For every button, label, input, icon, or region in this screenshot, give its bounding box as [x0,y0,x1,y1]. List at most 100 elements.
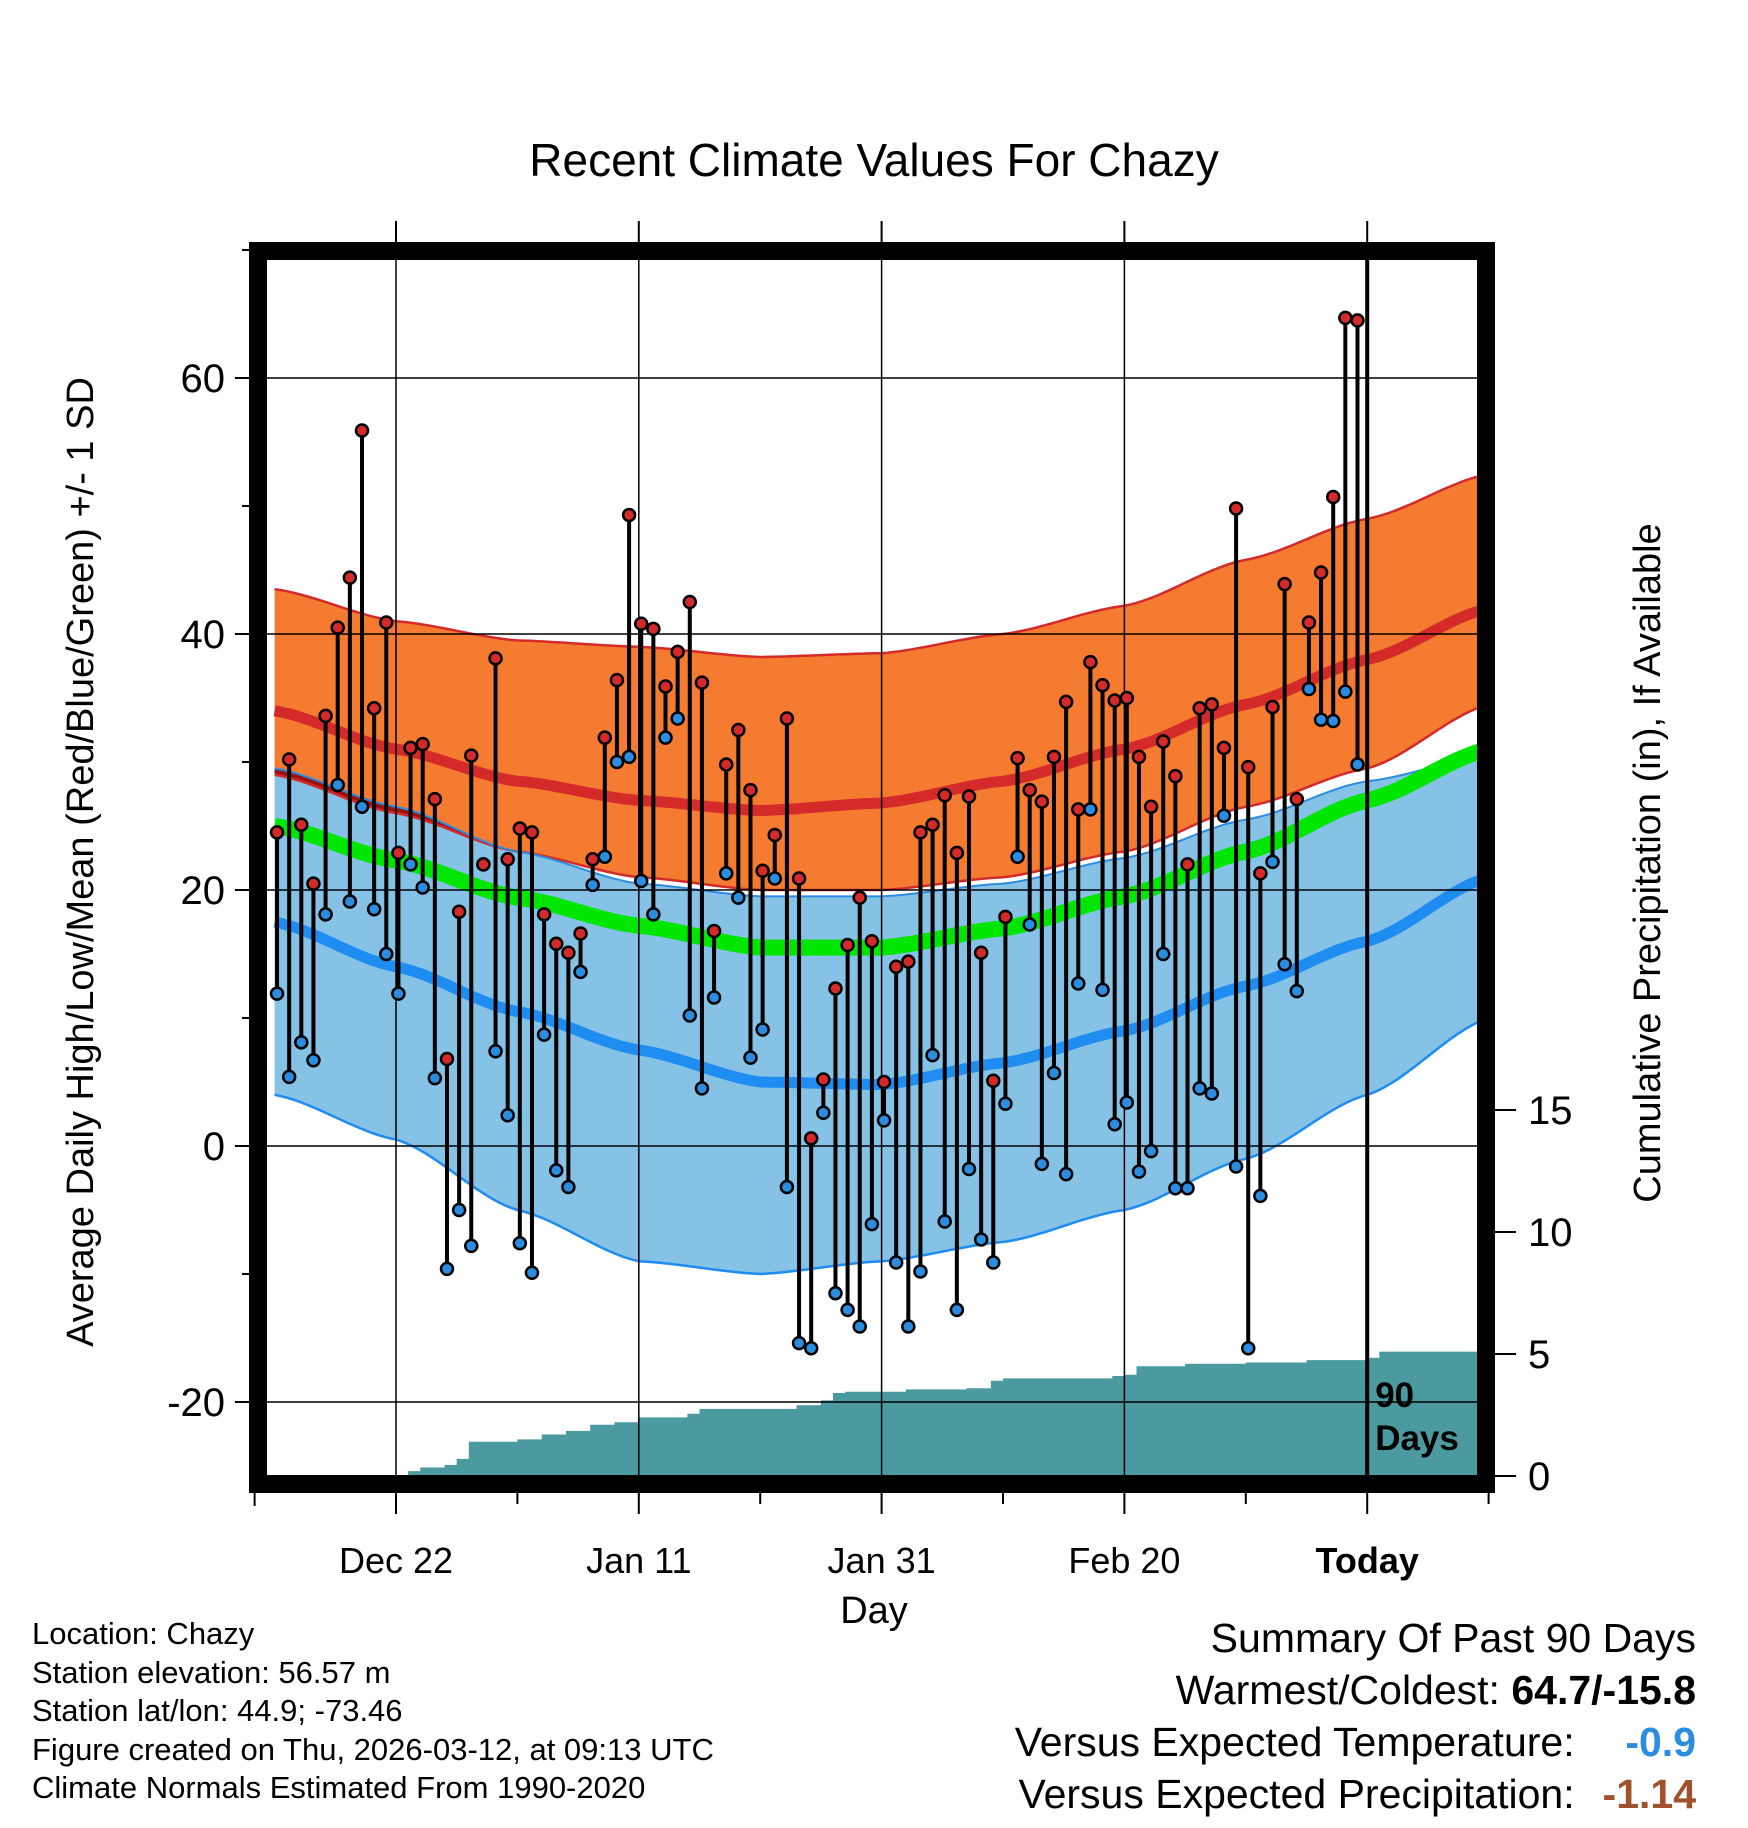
daily-high-dot [1265,699,1280,715]
daily-high-dot [524,825,540,840]
y-axis-label: Average Daily High/Low/Mean (Red/Blue/Gr… [60,377,102,1347]
daily-low-dot [585,877,600,893]
daily-low-dot [937,1214,952,1229]
daily-high-dot [512,821,528,836]
low-sd-band [274,755,1486,1274]
daily-high-dot [1338,310,1353,326]
daily-low-dot [1277,956,1292,972]
daily-low-dot [524,1265,540,1280]
daily-low-dot [682,1008,698,1023]
x-axis-label: Day [840,1590,908,1632]
daily-high-dot [439,1051,455,1067]
daily-high-dot [973,945,989,960]
daily-high-dot [949,845,965,861]
y-tick-label: -20 [167,1381,225,1425]
y2-axis-label: Cumulative Precipitation (in), If Availa… [1627,523,1669,1202]
daily-high-dot [585,852,600,867]
daily-low-dot [1313,712,1329,728]
daily-low-dot [706,990,722,1005]
daily-high-dot [500,852,515,867]
daily-low-dot [391,986,406,1001]
daily-low-dot [1350,757,1365,772]
daily-high-dot [925,817,940,832]
daily-high-dot [561,945,576,960]
daily-low-dot [1338,684,1353,699]
daily-low-dot [536,1027,552,1042]
daily-high-dot [1155,734,1171,749]
daily-high-dot [1253,866,1268,881]
daily-high-dot [718,757,734,772]
daily-high-dot [1289,791,1305,807]
daily-low-dot [876,1113,892,1128]
daily-high-dot [1071,802,1086,817]
daily-low-dot [573,964,588,980]
daily-low-dot [694,1081,710,1096]
daily-bars [275,317,1360,1349]
daily-low-dot [512,1236,528,1251]
daily-low-dot [548,1163,564,1178]
daily-high-dot [1301,615,1317,630]
daily-high-dot [767,827,783,843]
daily-high-dot [670,644,685,660]
daily-high-dot [464,748,479,763]
daily-high-dot [281,752,297,767]
x-tick-label: Dec 22 [339,1540,453,1581]
daily-high-dot [888,959,904,975]
daily-high-dot [1168,768,1183,784]
warm-cold-value: 64.7/-15.8 [1511,1667,1696,1713]
daily-low-dot [913,1264,928,1279]
daily-high-dot [779,711,795,726]
daily-high-dot [1313,565,1329,580]
precip-value: -1.14 [1602,1771,1696,1817]
daily-high-dot [330,620,345,635]
daily-low-dot [621,749,637,765]
daily-low-dot [1083,802,1098,817]
daily-high-dot [852,890,867,905]
daily-high-dot [633,616,649,632]
daily-high-dot [1095,677,1110,693]
daily-low-dot [1253,1188,1268,1204]
plot-area: 90 Days -20 0 20 40 60 0 5 10 15 Dec 22 Jan 11 Jan 31… [167,221,1573,1581]
daily-low-dot [961,1161,977,1177]
daily-low-dot [755,1022,770,1037]
daily-low-dot [718,866,734,881]
daily-high-dot [961,789,977,804]
daily-low-dot [366,901,382,917]
temp-row: Versus Expected Temperature: -0.9 [1015,1716,1696,1768]
daily-low-dot [1265,854,1280,870]
daily-high-dot [366,700,382,716]
today-label-days: Days [1375,1419,1459,1458]
daily-high-dot [548,936,564,952]
daily-low-dot [1228,1159,1244,1174]
daily-low-dot [306,1052,321,1068]
daily-low-dot [670,711,685,726]
daily-low-dot [1022,917,1037,932]
daily-high-dot [901,954,916,969]
daily-high-dot [476,857,491,872]
daily-high-dot [1216,740,1232,756]
daily-high-dot [427,791,443,807]
daily-low-dot [1010,849,1025,864]
daily-low-dot [986,1255,1001,1270]
x-tick-label: Jan 31 [828,1540,936,1581]
daily-low-dot [767,871,783,886]
daily-high-dot [609,672,625,688]
daily-low-dot [840,1302,855,1318]
daily-high-dot [1131,749,1147,765]
daily-high-dot [864,933,880,949]
daily-high-dot [646,621,661,637]
latlon-text: Station lat/lon: 44.9; -73.46 [32,1693,403,1728]
daily-low-dot [1168,1180,1183,1196]
y-tick-label: 60 [181,357,226,401]
daily-high-dot [318,708,333,724]
daily-high-dot [1143,799,1159,815]
daily-high-dot [876,1074,892,1090]
y2-tick-label: 0 [1528,1455,1550,1499]
daily-high-dot [937,788,952,803]
daily-low-dot [1034,1156,1050,1172]
daily-high-dot [913,825,928,840]
daily-high-dot [488,651,503,666]
daily-dots [269,310,1365,1356]
daily-low-dot [597,849,613,864]
y-tick-label: 0 [203,1125,225,1169]
